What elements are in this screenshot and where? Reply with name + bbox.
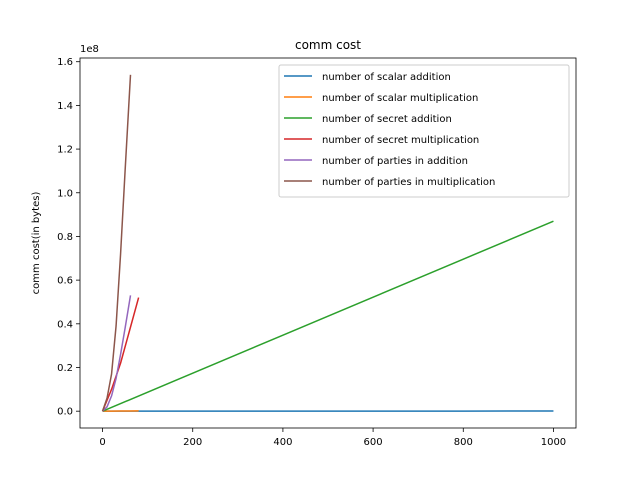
chart-title: comm cost: [295, 38, 361, 52]
series-line: [101, 74, 132, 412]
plot-frame: [79, 57, 577, 429]
y-offset-label: 1e8: [80, 44, 99, 55]
series-line: [102, 295, 132, 412]
plot-area: [101, 74, 554, 412]
y-tick-label: 0.6: [57, 276, 73, 287]
y-axis: 0.0 0.2 0.4 0.6 0.8 1.0 1.2 1.4 1.6: [57, 57, 80, 418]
x-tick-label: 600: [364, 437, 383, 448]
x-tick-label: 400: [273, 437, 292, 448]
y-tick-label: 0.4: [57, 319, 73, 330]
y-tick-label: 1.0: [57, 188, 73, 199]
legend-label: number of parties in multiplication: [322, 177, 495, 188]
x-tick-label: 0: [99, 437, 105, 448]
legend-box: [278, 64, 570, 198]
y-tick-label: 0.8: [57, 232, 73, 243]
legend: number of scalar addition number of scala…: [278, 64, 570, 198]
x-tick-label: 1000: [541, 437, 566, 448]
legend-label: number of parties in addition: [322, 156, 468, 167]
y-tick-label: 1.6: [57, 57, 73, 68]
legend-label: number of scalar multiplication: [322, 93, 478, 104]
y-tick-label: 1.4: [57, 101, 73, 112]
x-axis: 0 200 400 600 800 1000: [99, 428, 566, 448]
series-line: [102, 220, 554, 412]
y-axis-label: comm cost(in bytes): [31, 192, 42, 295]
x-tick-label: 200: [183, 437, 202, 448]
legend-label: number of secret addition: [322, 114, 452, 125]
y-tick-label: 0.0: [57, 407, 73, 418]
y-tick-label: 1.2: [57, 145, 73, 156]
x-tick-label: 800: [454, 437, 473, 448]
legend-label: number of scalar addition: [322, 72, 451, 83]
legend-label: number of secret multiplication: [322, 135, 479, 146]
y-tick-label: 0.2: [57, 363, 73, 374]
